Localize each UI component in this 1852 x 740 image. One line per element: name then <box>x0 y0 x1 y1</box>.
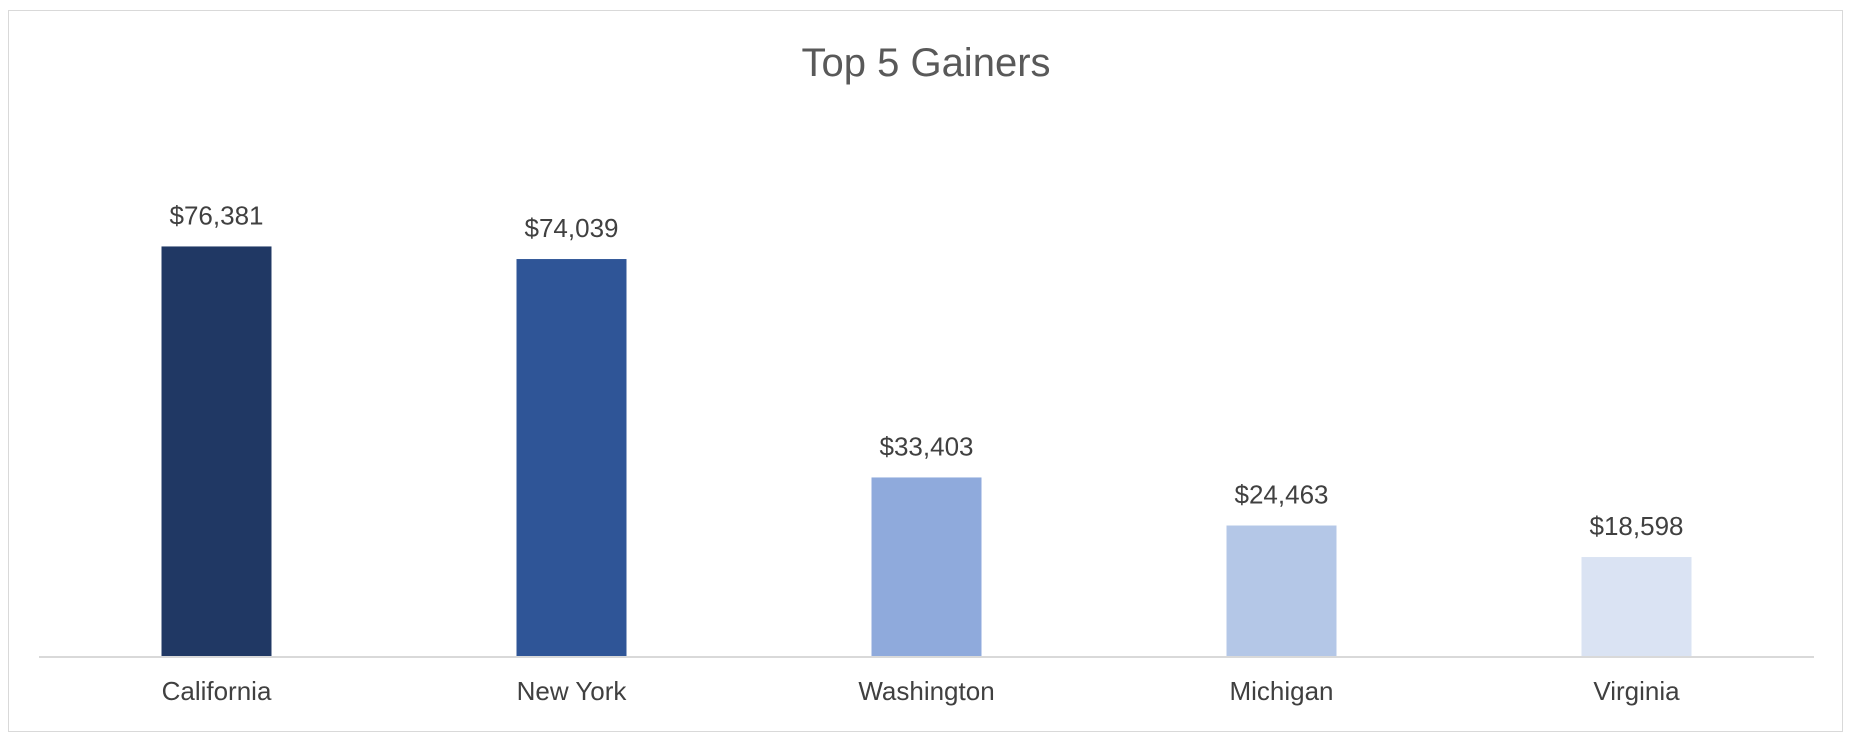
data-label-new-york: $74,039 <box>525 213 619 243</box>
bar-new-york <box>516 259 627 657</box>
data-label-virginia: $18,598 <box>1590 511 1684 541</box>
chart-title: Top 5 Gainers <box>801 41 1050 85</box>
data-label-michigan: $24,463 <box>1235 480 1329 510</box>
bar-washington <box>871 477 982 657</box>
bar-california <box>161 246 272 657</box>
category-label-virginia: Virginia <box>1593 676 1680 706</box>
category-label-california: California <box>162 676 272 706</box>
data-label-california: $76,381 <box>170 200 264 230</box>
bars-layer <box>161 246 1692 657</box>
bar-chart: Top 5 Gainers $76,381 California $74,039 Ne… <box>39 41 1814 706</box>
category-label-michigan: Michigan <box>1229 676 1333 706</box>
category-label-new-york: New York <box>517 676 628 706</box>
labels-layer: $76,381 California $74,039 New York $33,403 W… <box>162 200 1684 706</box>
data-label-washington: $33,403 <box>880 431 974 461</box>
category-label-washington: Washington <box>858 676 994 706</box>
chart-frame: Top 5 Gainers $76,381 California $74,039 Ne… <box>8 10 1843 732</box>
bar-virginia <box>1581 557 1692 657</box>
bar-michigan <box>1226 525 1337 657</box>
